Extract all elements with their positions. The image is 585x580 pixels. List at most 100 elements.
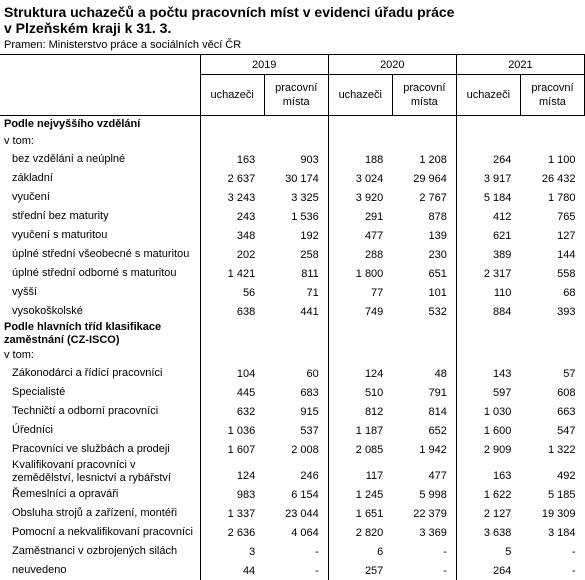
value-cell: 19 309 <box>520 504 584 523</box>
value-cell: 288 <box>328 245 392 264</box>
value-cell: 2 636 <box>200 523 264 542</box>
value-cell: 1 536 <box>264 207 328 226</box>
value-cell: 5 185 <box>520 485 584 504</box>
value-cell: 44 <box>200 561 264 580</box>
value-cell: 2 127 <box>456 504 520 523</box>
value-cell: 192 <box>264 226 328 245</box>
value-cell: 124 <box>328 364 392 383</box>
value-cell: 1 600 <box>456 421 520 440</box>
empty-cell <box>200 116 264 134</box>
empty-cell <box>520 347 584 364</box>
value-cell: 651 <box>392 264 456 283</box>
value-cell: 597 <box>456 383 520 402</box>
value-cell: 638 <box>200 302 264 321</box>
value-cell: 537 <box>264 421 328 440</box>
value-cell: 110 <box>456 283 520 302</box>
value-cell: 26 432 <box>520 169 584 188</box>
empty-cell <box>264 321 328 347</box>
value-cell: 6 154 <box>264 485 328 504</box>
value-cell: 608 <box>520 383 584 402</box>
empty-cell <box>200 133 264 150</box>
value-cell: 1 245 <box>328 485 392 504</box>
value-cell: 230 <box>392 245 456 264</box>
year-header: 2021 <box>456 55 584 75</box>
value-cell: 915 <box>264 402 328 421</box>
value-cell: 243 <box>200 207 264 226</box>
value-cell: 983 <box>200 485 264 504</box>
value-cell: 1 036 <box>200 421 264 440</box>
value-cell: 532 <box>392 302 456 321</box>
value-cell: 1 800 <box>328 264 392 283</box>
value-cell: 291 <box>328 207 392 226</box>
value-cell: 811 <box>264 264 328 283</box>
value-cell: 814 <box>392 402 456 421</box>
value-cell: 663 <box>520 402 584 421</box>
column-header: uchazeči <box>200 75 264 116</box>
value-cell: 30 174 <box>264 169 328 188</box>
value-cell: 1 651 <box>328 504 392 523</box>
section-title: Podle nejvyššího vzdělání <box>0 116 200 134</box>
value-cell: 2 820 <box>328 523 392 542</box>
value-cell: 878 <box>392 207 456 226</box>
row-label: Zákonodárci a řídící pracovníci <box>0 364 200 383</box>
value-cell: 2 767 <box>392 188 456 207</box>
row-label: vyučení <box>0 188 200 207</box>
empty-cell <box>520 133 584 150</box>
value-cell: 3 024 <box>328 169 392 188</box>
value-cell: 683 <box>264 383 328 402</box>
value-cell: 127 <box>520 226 584 245</box>
value-cell: 4 064 <box>264 523 328 542</box>
column-header: pracovní místa <box>392 75 456 116</box>
value-cell: 5 184 <box>456 188 520 207</box>
section-title: Podle hlavních tříd klasifikace zaměstná… <box>0 321 200 347</box>
value-cell: 1 100 <box>520 150 584 169</box>
value-cell: 393 <box>520 302 584 321</box>
value-cell: 1 622 <box>456 485 520 504</box>
value-cell: 1 187 <box>328 421 392 440</box>
corner-cell <box>0 55 200 116</box>
value-cell: - <box>264 561 328 580</box>
empty-cell <box>456 321 520 347</box>
value-cell: 264 <box>456 150 520 169</box>
source: Pramen: Ministerstvo práce a sociálních … <box>0 36 585 52</box>
value-cell: 652 <box>392 421 456 440</box>
value-cell: 1 208 <box>392 150 456 169</box>
value-cell: 445 <box>200 383 264 402</box>
value-cell: 765 <box>520 207 584 226</box>
value-cell: 2 637 <box>200 169 264 188</box>
value-cell: 77 <box>328 283 392 302</box>
empty-cell <box>264 133 328 150</box>
value-cell: 1 030 <box>456 402 520 421</box>
empty-cell <box>392 321 456 347</box>
value-cell: 492 <box>520 459 584 485</box>
year-header: 2019 <box>200 55 328 75</box>
value-cell: 139 <box>392 226 456 245</box>
subtitle-row: v tom: <box>0 347 585 364</box>
value-cell: 791 <box>392 383 456 402</box>
value-cell: 632 <box>200 402 264 421</box>
data-row: Kvalifikovaní pracovníci v zemědělství, … <box>0 459 585 485</box>
section-row: Podle nejvyššího vzdělání <box>0 116 585 134</box>
value-cell: 257 <box>328 561 392 580</box>
empty-cell <box>520 116 584 134</box>
value-cell: 48 <box>392 364 456 383</box>
value-cell: 2 085 <box>328 440 392 459</box>
value-cell: 56 <box>200 283 264 302</box>
year-header: 2020 <box>328 55 456 75</box>
value-cell: 621 <box>456 226 520 245</box>
value-cell: - <box>520 542 584 561</box>
row-label: Specialisté <box>0 383 200 402</box>
value-cell: 3 917 <box>456 169 520 188</box>
value-cell: 1 322 <box>520 440 584 459</box>
value-cell: 3 243 <box>200 188 264 207</box>
empty-cell <box>328 347 392 364</box>
